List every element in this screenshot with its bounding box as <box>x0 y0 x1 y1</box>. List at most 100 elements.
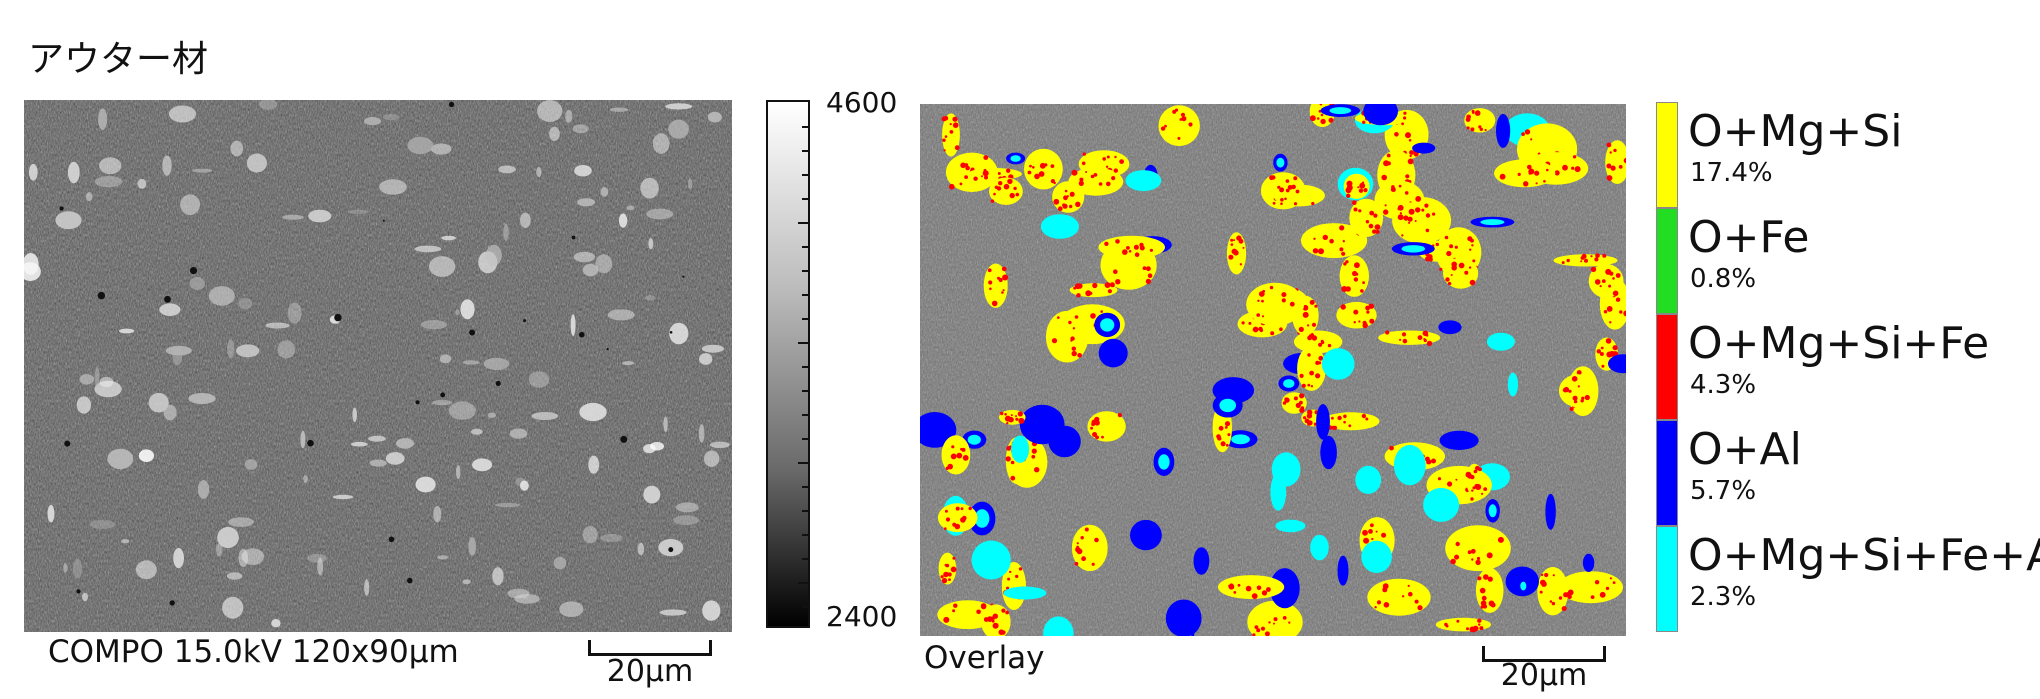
phase-speckle <box>1094 416 1100 422</box>
phase-speckle <box>1546 168 1549 172</box>
phase-speckle <box>1303 416 1307 420</box>
phase-speckle <box>1446 250 1452 257</box>
phase-speckle <box>1299 393 1305 399</box>
phase-speckle <box>1594 580 1600 585</box>
phase-speckle <box>1423 338 1426 341</box>
phase-speckle <box>1282 616 1287 620</box>
phase-speckle <box>1595 253 1600 258</box>
phase-speckle <box>1426 340 1433 346</box>
phase-speckle <box>1076 293 1081 298</box>
phase-speckle <box>1365 220 1370 224</box>
phase-speckle <box>944 135 948 138</box>
colorbar-tick <box>802 294 808 296</box>
phase-speckle <box>973 176 978 181</box>
colorbar-tick <box>802 438 808 440</box>
phase-speckle <box>954 523 961 530</box>
sem-scale-label: 20μm <box>606 654 694 689</box>
phase-speckle <box>1261 590 1268 596</box>
phase-speckle <box>1600 346 1604 350</box>
phase-speckle <box>1091 562 1095 566</box>
phase-speckle <box>998 629 1005 635</box>
phase-speckle <box>1451 261 1457 268</box>
bright-grain <box>437 555 449 560</box>
bright-grain <box>698 424 705 443</box>
phase-speckle <box>950 453 957 460</box>
phase-speckle <box>945 617 950 622</box>
phase-speckle <box>1281 292 1287 298</box>
phase-speckle <box>1229 583 1234 587</box>
phase-speckle <box>1284 397 1288 402</box>
legend-swatch <box>1656 102 1678 208</box>
phase-speckle <box>1527 164 1532 170</box>
dark-pore <box>169 600 175 606</box>
phase-speckle <box>1454 554 1460 560</box>
phase-speckle <box>1369 318 1375 324</box>
dark-pore <box>606 348 609 351</box>
phase-speckle <box>1242 246 1245 249</box>
phase-region <box>1218 575 1285 600</box>
phase-region <box>1439 430 1479 450</box>
phase-speckle <box>1307 383 1311 387</box>
phase-speckle <box>1309 370 1314 376</box>
phase-speckle <box>1474 110 1481 116</box>
phase-speckle <box>1372 229 1377 234</box>
bright-grain <box>483 357 510 371</box>
phase-speckle <box>1117 413 1122 418</box>
phase-region <box>1271 452 1301 487</box>
phase-speckle <box>1561 606 1567 612</box>
phase-speckle <box>1623 157 1626 164</box>
phase-speckle <box>1488 600 1495 607</box>
phase-speckle <box>1562 387 1568 393</box>
bright-grain <box>415 476 436 493</box>
phase-speckle <box>1341 251 1346 256</box>
phase-speckle <box>1610 165 1616 171</box>
legend-phase-percent: 17.4% <box>1690 158 1773 188</box>
phase-speckle <box>1113 168 1118 173</box>
bright-grain <box>24 253 39 275</box>
phase-speckle <box>1584 394 1590 401</box>
phase-speckle <box>1608 284 1612 288</box>
phase-speckle <box>1580 260 1583 263</box>
bright-grain <box>180 194 201 216</box>
phase-speckle <box>1320 113 1324 117</box>
phase-speckle <box>1469 279 1476 286</box>
phase-speckle <box>1075 201 1081 207</box>
bright-grain <box>369 459 387 467</box>
bright-grain <box>47 504 55 523</box>
bright-grain <box>570 314 576 336</box>
phase-speckle <box>1384 204 1387 207</box>
phase-speckle <box>1470 626 1477 633</box>
phase-speckle <box>1383 209 1389 215</box>
phase-region <box>1507 372 1518 397</box>
dark-pore <box>407 577 413 584</box>
bright-grain <box>76 396 92 414</box>
phase-speckle <box>1254 625 1259 629</box>
phase-speckle <box>1609 577 1612 580</box>
phase-speckle <box>1007 577 1011 581</box>
phase-speckle <box>1031 448 1037 454</box>
phase-speckle <box>1241 321 1245 325</box>
phase-speckle <box>1401 332 1407 337</box>
phase-speckle <box>1299 407 1305 413</box>
phase-speckle <box>1487 576 1493 582</box>
legend-phase-name: O+Al <box>1688 424 1802 475</box>
phase-speckle <box>1480 605 1484 609</box>
bright-grain <box>531 412 559 420</box>
phase-speckle <box>960 447 963 451</box>
phase-speckle <box>942 138 946 142</box>
phase-speckle <box>1517 172 1521 176</box>
phase-speckle <box>1081 556 1086 562</box>
phase-speckle <box>1307 324 1310 327</box>
phase-speckle <box>1304 418 1310 424</box>
bright-grain <box>277 340 296 359</box>
phase-speckle <box>1403 215 1409 221</box>
bright-grain <box>226 572 243 580</box>
phase-speckle <box>983 155 989 160</box>
phase-speckle <box>1523 181 1529 187</box>
phase-speckle <box>1464 270 1469 275</box>
bright-grain <box>520 212 531 228</box>
colorbar-tick <box>802 198 808 200</box>
phase-speckle <box>1450 558 1456 565</box>
phase-speckle <box>1471 244 1474 247</box>
phase-speckle <box>1313 237 1316 240</box>
